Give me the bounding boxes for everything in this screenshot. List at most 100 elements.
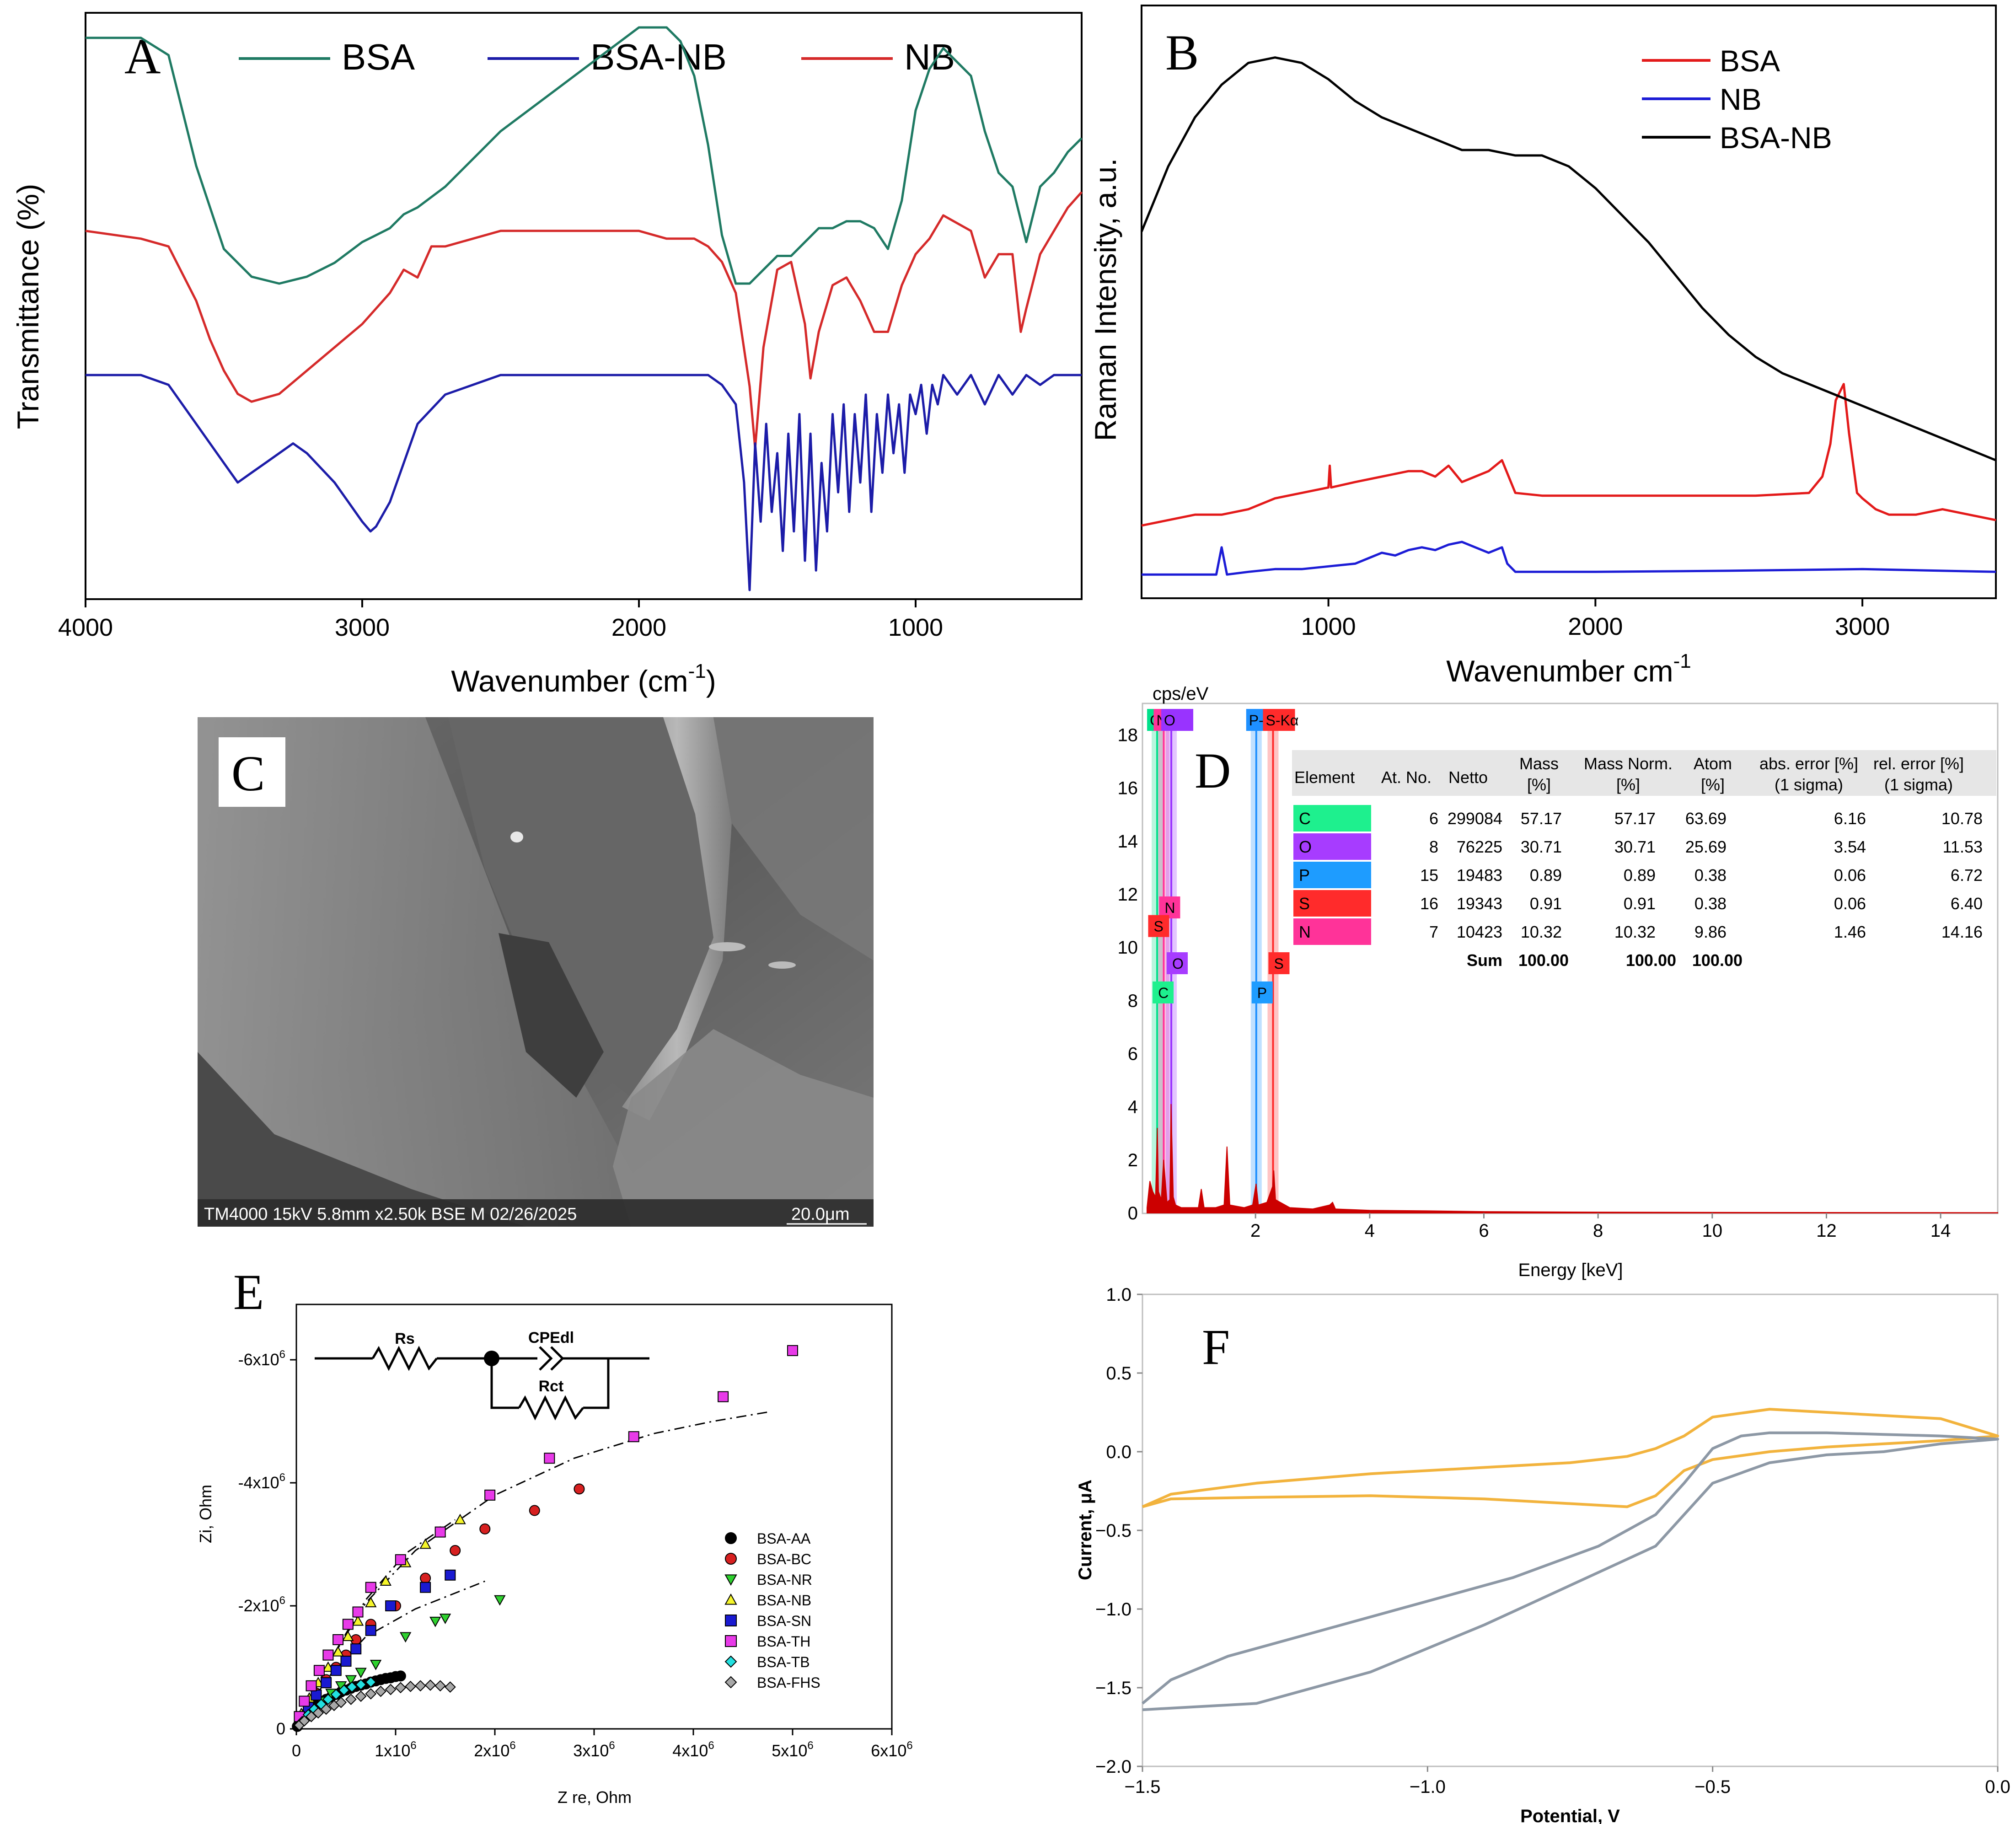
point-bsa-fhs — [365, 1688, 377, 1700]
point-bsa-nr — [370, 1659, 382, 1670]
circuit-wire — [583, 1358, 610, 1409]
resistor-rs — [371, 1346, 438, 1371]
legend-label-bsa-sn: BSA-SN — [757, 1613, 811, 1629]
circuit-wire — [490, 1358, 519, 1409]
cv-curve-gray — [1142, 1431, 1999, 1711]
point-bsa-th — [365, 1582, 376, 1593]
element-marker-label: N — [1164, 900, 1175, 916]
point-bsa-th — [787, 1345, 798, 1356]
cpe-element — [539, 1346, 553, 1371]
legend-label-bsa: BSA — [1720, 44, 1780, 78]
table-cell-atom: 0.38 — [1694, 894, 1726, 913]
y-tick-label: -4x106 — [238, 1471, 285, 1492]
element-tag-label: S-Kα — [1266, 712, 1299, 729]
table-cell-netto: 19343 — [1457, 894, 1502, 913]
element-marker-label: S — [1274, 955, 1284, 972]
fit-line — [295, 1580, 485, 1729]
table-sum-atom: 100.00 — [1692, 951, 1743, 970]
y-tick-label: 2 — [1128, 1150, 1138, 1170]
panel-a-legend: BSA BSA-NB NB — [239, 37, 955, 77]
point-bsa-nb — [454, 1513, 466, 1524]
table-cell-mass: 57.17 — [1521, 809, 1562, 828]
panel-e-series — [292, 1345, 798, 1732]
table-header: At. No. — [1381, 768, 1432, 787]
table-cell-rel-err: 6.40 — [1951, 894, 1983, 913]
element-marker-c — [1153, 981, 1174, 1003]
table-cell-mass-norm: 0.91 — [1624, 894, 1656, 913]
legend-label-bsa: BSA — [342, 37, 415, 77]
y-tick-label: −1.0 — [1095, 1599, 1131, 1620]
point-bsa-fhs — [434, 1680, 446, 1692]
element-tag-o — [1161, 709, 1194, 731]
table-element-cell — [1293, 918, 1371, 945]
legend-marker-bsa-fhs — [724, 1676, 737, 1689]
table-cell-mass-norm: 57.17 — [1614, 809, 1656, 828]
panel-d-ticks: 2 4 6 8 10 12 14 0 2 4 6 8 10 12 14 16 18 — [1118, 725, 1951, 1241]
point-bsa-sn — [445, 1569, 456, 1581]
table-element: C — [1299, 809, 1311, 828]
point-bsa-sn — [420, 1582, 431, 1593]
table-cell-atom: 25.69 — [1685, 837, 1726, 856]
table-element-cell — [1293, 890, 1371, 917]
sem-central-ridge — [448, 717, 713, 1098]
table-header: Mass [%] — [1519, 754, 1559, 794]
point-bsa-tb — [365, 1676, 377, 1688]
table-cell-abs-err: 0.06 — [1834, 866, 1866, 885]
y-tick-label: 14 — [1118, 832, 1138, 852]
legend-label-bsa-tb: BSA-TB — [757, 1654, 810, 1670]
table-cell-at-no: 15 — [1420, 866, 1438, 885]
y-tick-label: 10 — [1118, 938, 1138, 958]
point-bsa-th — [718, 1391, 729, 1402]
sem-crevice — [499, 933, 604, 1098]
table-header-bg — [1292, 750, 1996, 796]
table-cell-abs-err: 0.06 — [1834, 894, 1866, 913]
table-header: rel. error [%] (1 sigma) — [1873, 754, 1964, 794]
legend-label-bsa-nr: BSA-NR — [757, 1572, 812, 1588]
point-bsa-th — [332, 1634, 344, 1645]
point-bsa-fhs — [414, 1680, 426, 1692]
point-bsa-tb — [338, 1684, 350, 1696]
y-tick-label: 0 — [1128, 1203, 1138, 1223]
panel-d-composition-table: Element At. No. Netto Mass [%] Mass Norm. [%] A… — [1292, 750, 1996, 970]
y-tick-label: 18 — [1118, 725, 1138, 745]
table-cell-at-no: 8 — [1429, 837, 1438, 856]
element-tag-s-kα — [1263, 709, 1295, 731]
table-element-cell — [1293, 862, 1371, 888]
legend-label-bsa-fhs: BSA-FHS — [757, 1674, 820, 1691]
table-cell-at-no: 16 — [1420, 894, 1438, 913]
element-marker-label: S — [1153, 918, 1163, 935]
point-bsa-nr — [439, 1614, 451, 1624]
point-bsa-bc — [529, 1505, 540, 1516]
point-bsa-nr — [355, 1668, 367, 1679]
y-tick-label: −2.0 — [1095, 1757, 1131, 1777]
panel-f-cv-chart: F −1.5 −1.0 −0.5 0.01.00.50.0−0.5−1.0−1.5−2… — [1075, 1285, 2011, 1824]
x-tick-label: 4x106 — [672, 1739, 714, 1760]
point-bsa-nr — [429, 1616, 441, 1627]
x-tick-label: 10 — [1702, 1221, 1723, 1241]
point-bsa-bc — [479, 1523, 491, 1534]
x-tick-label: 6x106 — [871, 1739, 912, 1760]
element-marker-s — [1148, 915, 1169, 937]
x-tick-label: 0.0 — [1985, 1777, 2011, 1797]
legend-marker-bsa-sn — [725, 1615, 737, 1626]
point-bsa-fhs — [385, 1684, 397, 1695]
table-cell-mass-norm: 10.32 — [1614, 923, 1656, 941]
x-tick-label: 3000 — [335, 614, 390, 641]
x-tick-label: 2000 — [611, 614, 666, 641]
panel-c-label: C — [231, 746, 265, 801]
legend-label-bsa-nb: BSA-NB — [590, 37, 727, 77]
panel-b-label: B — [1165, 25, 1199, 80]
table-header: Atom [%] — [1694, 754, 1732, 794]
y-tick-label: 0 — [276, 1719, 285, 1738]
sem-left-region — [198, 717, 649, 1227]
legend-label-nb: NB — [1720, 82, 1762, 116]
panel-a-ftir-chart: A BSA BSA-NB NB 4000 3000 2000 1000 Wavenumbe… — [11, 12, 1083, 698]
panel-d-label: D — [1195, 743, 1231, 799]
table-cell-netto: 299084 — [1448, 809, 1502, 828]
table-cell-abs-err: 3.54 — [1834, 837, 1866, 856]
series-nb — [1142, 541, 1996, 576]
point-bsa-nb — [352, 1615, 364, 1626]
element-marker-n — [1159, 896, 1180, 919]
